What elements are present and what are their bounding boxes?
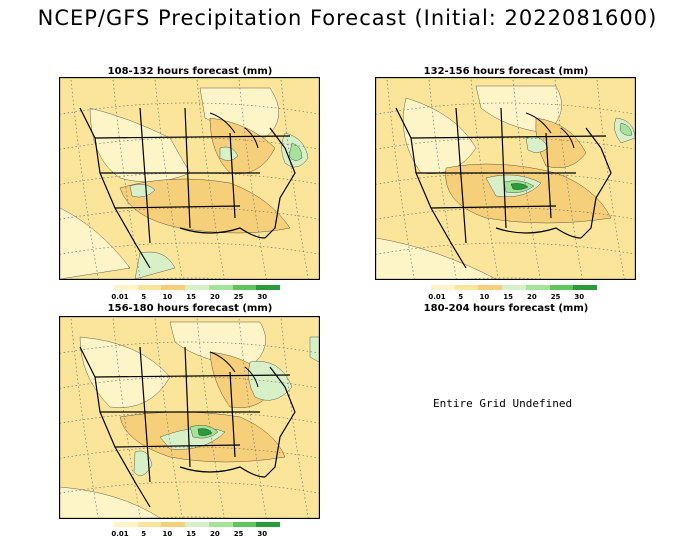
legend-swatch — [161, 285, 186, 290]
legend-swatch — [185, 522, 210, 527]
legend-swatch — [549, 285, 574, 290]
panel-title-2: 132-156 hours forecast (mm) — [423, 66, 589, 77]
legend-swatch — [161, 522, 186, 527]
panel-title-3: 156-180 hours forecast (mm) — [107, 303, 273, 314]
color-legend-1: 0.01 5 10 15 20 25 30 — [111, 285, 281, 305]
legend-label: 25 — [233, 293, 244, 301]
legend-label: 5 — [458, 293, 464, 301]
precip-region — [60, 486, 161, 518]
legend-swatch — [478, 285, 503, 290]
legend-label: 20 — [526, 293, 537, 301]
legend-swatch — [431, 285, 456, 290]
precip-region — [510, 183, 529, 190]
legend-swatch — [573, 285, 598, 290]
legend-label: 20 — [209, 293, 220, 301]
forecast-map-1 — [59, 77, 320, 280]
legend-label: 25 — [550, 293, 561, 301]
legend-swatch — [114, 285, 139, 290]
panel-title-4: 180-204 hours forecast (mm) — [423, 303, 589, 314]
legend-swatch — [454, 285, 479, 290]
legend-label: 0.01 — [111, 293, 129, 301]
legend-label: 5 — [141, 293, 147, 301]
precip-region — [248, 361, 293, 401]
legend-swatch — [185, 285, 210, 290]
legend-swatch — [137, 522, 162, 527]
legend-label: 30 — [574, 293, 585, 301]
precip-region — [309, 336, 319, 363]
legend-label: 10 — [162, 293, 173, 301]
precip-region — [288, 142, 303, 161]
legend-swatch — [208, 522, 234, 527]
legend-label: 30 — [257, 530, 268, 538]
panel-title-1: 108-132 hours forecast (mm) — [107, 66, 273, 77]
legend-swatch — [137, 285, 162, 290]
legend-label: 0.01 — [428, 293, 446, 301]
legend-label: 10 — [162, 530, 173, 538]
precip-region — [79, 336, 171, 408]
legend-swatch — [525, 285, 551, 290]
legend-label: 30 — [257, 293, 268, 301]
precip-region — [60, 207, 131, 279]
legend-label: 10 — [479, 293, 490, 301]
legend-swatch — [256, 522, 281, 527]
precip-region — [133, 450, 153, 476]
page-title: NCEP/GFS Precipitation Forecast (Initial… — [37, 6, 658, 30]
precip-region — [129, 183, 156, 198]
precip-region — [219, 146, 239, 161]
legend-swatch — [256, 285, 281, 290]
legend-label: 20 — [209, 530, 220, 538]
precip-region — [376, 237, 497, 279]
precip-region — [619, 122, 633, 136]
forecast-map-3 — [59, 316, 320, 519]
color-legend-3: 0.01 5 10 15 20 25 30 — [111, 522, 281, 542]
forecast-map-2 — [375, 77, 636, 280]
state-borders — [395, 107, 612, 269]
precip-region — [197, 428, 213, 436]
color-legend-2: 0.01 5 10 15 20 25 30 — [428, 285, 598, 305]
state-borders — [79, 346, 296, 508]
legend-swatch — [232, 285, 257, 290]
state-borders — [79, 107, 296, 269]
legend-swatch — [114, 522, 139, 527]
legend-label: 15 — [186, 530, 197, 538]
legend-swatch — [502, 285, 527, 290]
legend-label: 15 — [503, 293, 514, 301]
legend-label: 25 — [233, 530, 244, 538]
legend-label: 0.01 — [111, 530, 129, 538]
legend-swatch — [208, 285, 234, 290]
undefined-grid-message: Entire Grid Undefined — [433, 397, 573, 410]
legend-label: 5 — [141, 530, 147, 538]
legend-label: 15 — [186, 293, 197, 301]
legend-swatch — [232, 522, 257, 527]
